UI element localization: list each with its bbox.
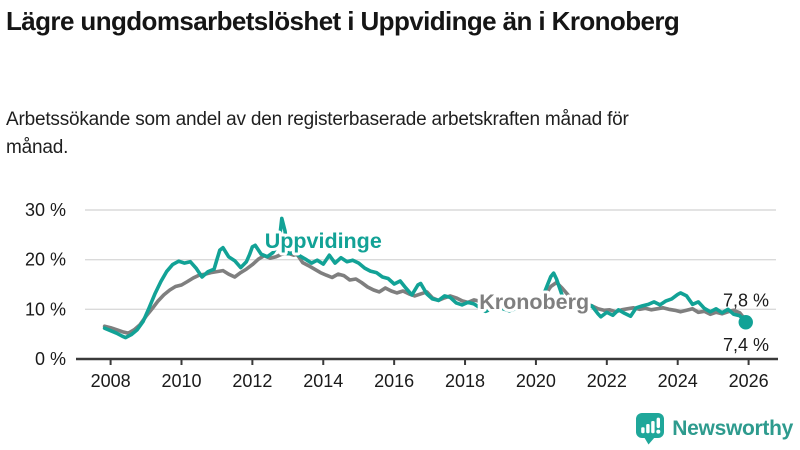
x-axis-tick-label: 2024	[658, 371, 698, 391]
chart-subtitle: Arbetssökande som andel av den registerb…	[6, 109, 629, 158]
x-axis-tick-label: 2010	[161, 371, 201, 391]
series-line-uppvidinge	[102, 216, 748, 340]
series-label-kronoberg: Kronoberg	[479, 290, 589, 314]
newsworthy-logo[interactable]: Newsworthy	[635, 412, 793, 445]
x-axis-tick-label: 2014	[303, 371, 343, 391]
x-axis-tick-label: 2012	[232, 371, 272, 391]
line-chart-canvas: 0 % 10 % 20 % 30 % 2008 2010 2012 2014 2016 2018 2…	[25, 200, 778, 391]
brand-wordmark: Newsworthy	[672, 416, 793, 440]
x-axis-tick-label: 2020	[516, 371, 556, 391]
x-axis-tick-label: 2026	[729, 371, 769, 391]
latest-value-dot	[738, 315, 753, 330]
x-axis-tick-label: 2022	[587, 371, 627, 391]
newsworthy-bubble-barchart-icon	[636, 413, 665, 445]
end-value-label-uppvidinge: 7,4 %	[723, 335, 769, 355]
x-axis-tick-label: 2016	[374, 371, 414, 391]
y-axis-tick-label: 10 %	[25, 299, 66, 319]
y-axis-tick-label: 20 %	[25, 250, 66, 270]
series-label-uppvidinge: Uppvidinge	[265, 229, 382, 253]
page-title: Lägre ungdomsarbetslöshet i Uppvidinge ä…	[6, 6, 680, 36]
end-value-label-kronoberg: 7,8 %	[723, 290, 769, 310]
y-axis-tick-label: 0 %	[35, 349, 66, 369]
x-axis-tick-label: 2008	[91, 371, 131, 391]
y-axis-tick-label: 30 %	[25, 200, 66, 220]
series-line-kronoberg	[102, 251, 748, 335]
unemployment-line-chart: 0 % 10 % 20 % 30 % 2008 2010 2012 2014 2016 2018 2…	[0, 185, 800, 400]
x-axis-tick-label: 2018	[445, 371, 485, 391]
